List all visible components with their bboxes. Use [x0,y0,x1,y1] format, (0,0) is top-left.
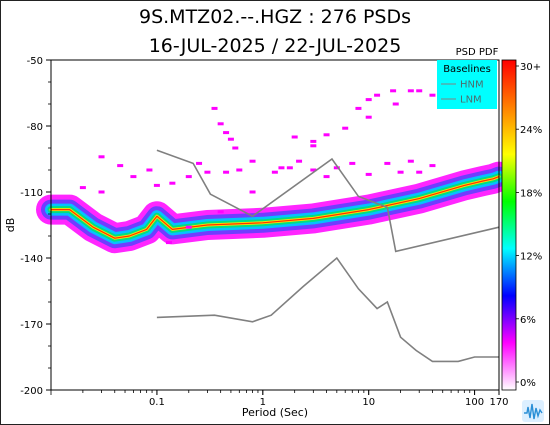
baseline-layer [156,149,500,363]
pdf-point [169,181,176,185]
colorbar-tick-label: 0% [520,378,536,389]
pdf-point [384,161,391,165]
plot-border [50,59,500,391]
x-tick-label: 10 [362,397,375,408]
legend-title: Baselines [443,64,491,75]
pdf-density-layer [36,76,514,254]
legend-entry-hnm: HNM [460,80,484,91]
y-tick-label: -80 [27,122,43,133]
pdf-point [365,172,372,176]
pdf-point [217,122,224,126]
pdf-arc-point [390,89,397,93]
x-axis-title: Period (Sec) [242,406,308,419]
colorbar: PSD PDF 30+ 24% 18% 12% 6% 0% [456,47,542,391]
x-axis: 0.1 1 10 100 170 [50,390,509,408]
pdf-point [79,186,86,190]
baseline-lnm [156,256,499,363]
pdf-point [236,168,243,172]
pdf-point [333,166,340,170]
pdf-point [286,166,293,170]
pdf-point [323,175,330,179]
pdf-diagonal-point [416,89,423,93]
pdf-point [249,159,256,163]
y-tick-label: -170 [20,320,43,331]
legend-entry-lnm: LNM [460,95,482,106]
baseline-hnm [156,149,500,253]
pdf-diagonal-point [342,126,349,130]
pdf-point [397,170,404,174]
pdf-diagonal-point [278,166,285,170]
pdf-diagonal-point [185,225,192,229]
pdf-point [223,131,230,135]
pdf-band-red [50,176,500,239]
pdf-point [407,159,414,163]
pdf-diagonal-point [165,241,172,245]
y-tick-label: -200 [20,386,43,397]
y-axis: -50 -80 -110 -140 -170 -200 [20,56,51,397]
colorbar-gradient [501,59,517,391]
legend: Baselines HNM LNM [437,60,497,109]
x-tick-label: 100 [465,397,484,408]
pdf-point [185,175,192,179]
pdf-diagonal-point [217,210,224,214]
y-tick-label: -50 [27,56,43,67]
colorbar-tick-label: 12% [520,252,542,263]
colorbar-title: PSD PDF [456,47,499,58]
pdf-arc-point [365,98,372,102]
plot-frame [50,59,500,391]
y-tick-label: -140 [20,254,43,265]
pdf-point [310,168,317,172]
colorbar-tick-label: 6% [520,315,536,326]
pdf-point [130,175,137,179]
pdf-diagonal-point [249,190,256,194]
pdf-arc-point [407,89,414,93]
colorbar-tick-label: 30+ [520,62,541,73]
pdf-point [416,170,423,174]
pdf-diagonal-point [392,102,399,106]
pdf-point [211,106,218,110]
pdf-point [349,161,356,165]
pdf-point [227,137,234,141]
chart-subtitle: 16-JUL-2025 / 22-JUL-2025 [149,35,402,57]
colorbar-tick-label: 24% [520,125,542,136]
pdf-point [310,139,317,143]
chart-title: 9S.MTZ02.--.HGZ : 276 PSDs [139,6,411,28]
logo-icon [522,400,544,422]
y-tick-label: -110 [20,188,43,199]
pdf-point [98,155,105,159]
pdf-point [429,164,436,168]
pdf-point [223,170,230,174]
pdf-diagonal-point [310,144,317,148]
pdf-point [117,164,124,168]
pdf-point [232,146,239,150]
pdf-point [153,183,160,187]
pdf-arc-point [429,93,436,97]
colorbar-tick-label: 18% [520,188,542,199]
pdf-arc-point [374,93,381,97]
pdf-point [291,135,298,139]
pdf-arc-point [355,106,362,110]
y-axis-title: dB [4,218,17,233]
pdf-point [204,170,211,174]
pdf-point [271,170,278,174]
pdf-point [196,161,203,165]
x-tick-label: 1 [260,397,266,408]
pdf-diagonal-point [365,115,372,119]
x-tick-label: 0.1 [149,397,165,408]
x-tick-label: 170 [489,397,508,408]
pdf-point [98,190,105,194]
pdf-point [323,133,330,137]
pdf-point [146,168,153,172]
pdf-point [296,159,303,163]
